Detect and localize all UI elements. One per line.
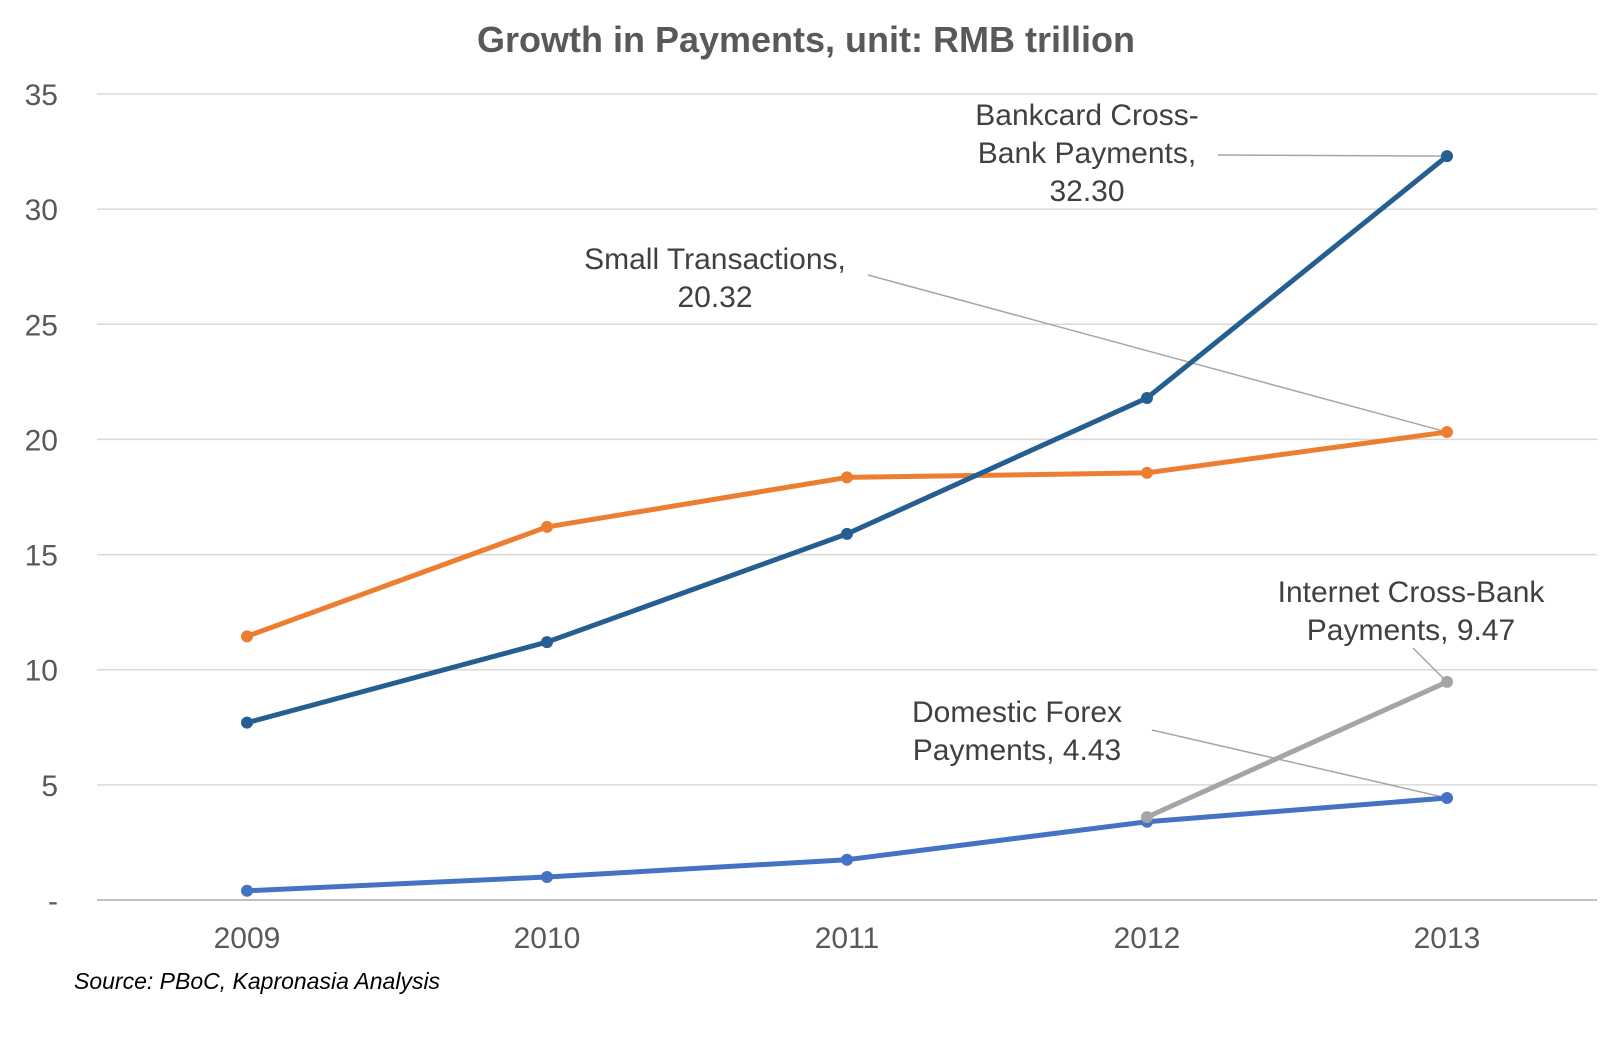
y-tick-label: - (48, 885, 58, 918)
data-point (241, 630, 253, 643)
gridlines (97, 93, 1597, 786)
data-point (1441, 150, 1453, 163)
series-line (244, 795, 1450, 894)
data-point (1141, 811, 1153, 824)
data-label-line: Payments, 9.47 (1307, 614, 1515, 647)
y-tick-label: 5 (41, 770, 58, 803)
data-label-line: 32.30 (1049, 175, 1124, 208)
data-point (541, 520, 553, 533)
annotation-leader-line (1151, 729, 1448, 799)
data-label: Small Transactions, 20.32 (584, 243, 846, 314)
axes: - 5 10 15 20 25 30 35 2009 2010 2011 2012 2013 (25, 79, 1597, 955)
series-line (1144, 679, 1450, 820)
y-tick-label: 20 (25, 424, 58, 457)
data-point (241, 884, 253, 897)
data-label-line: Bankcard Cross- (975, 99, 1198, 132)
series-lines (241, 150, 1453, 897)
data-point (1441, 791, 1453, 804)
x-tick-label: 2010 (514, 922, 581, 955)
x-tick-label: 2011 (815, 922, 880, 955)
y-tick-label: 10 (25, 655, 58, 688)
data-point (1441, 426, 1453, 439)
data-point (1141, 391, 1153, 404)
y-tick-label: 30 (25, 194, 58, 227)
data-point (541, 870, 553, 883)
data-label-line: Internet Cross-Bank (1278, 576, 1546, 609)
x-tick-label: 2012 (1114, 922, 1181, 955)
data-point (241, 716, 253, 729)
data-label: Bankcard Cross- Bank Payments, 32.30 (975, 99, 1198, 208)
data-point (841, 527, 853, 540)
data-point (841, 853, 853, 866)
annotations: Bankcard Cross- Bank Payments, 32.30 Small … (584, 99, 1545, 767)
y-tick-label: 15 (25, 540, 58, 573)
annotation-leader-line (1217, 154, 1448, 157)
data-label: Domestic Forex Payments, 4.43 (912, 696, 1122, 767)
annotation-leader-line (867, 274, 1448, 433)
source-note: Source: PBoC, Kapronasia Analysis (74, 968, 441, 994)
data-label-line: Bank Payments, (978, 137, 1196, 170)
annotation-leaders (867, 154, 1448, 799)
x-tick-label: 2009 (214, 922, 281, 955)
data-point (541, 636, 553, 649)
y-tick-label: 35 (25, 79, 58, 112)
y-tick-label: 25 (25, 309, 58, 342)
data-point (1141, 466, 1153, 479)
chart-title: Growth in Payments, unit: RMB trillion (477, 19, 1135, 60)
data-point (1441, 675, 1453, 688)
data-label: Internet Cross-Bank Payments, 9.47 (1278, 576, 1546, 647)
data-point (841, 471, 853, 484)
annotation-leader-line (1412, 647, 1448, 683)
data-label-line: Small Transactions, (584, 243, 846, 276)
data-label-line: 20.32 (677, 281, 752, 314)
data-label-line: Payments, 4.43 (913, 734, 1121, 767)
data-label-line: Domestic Forex (912, 696, 1122, 729)
x-tick-label: 2013 (1414, 922, 1481, 955)
